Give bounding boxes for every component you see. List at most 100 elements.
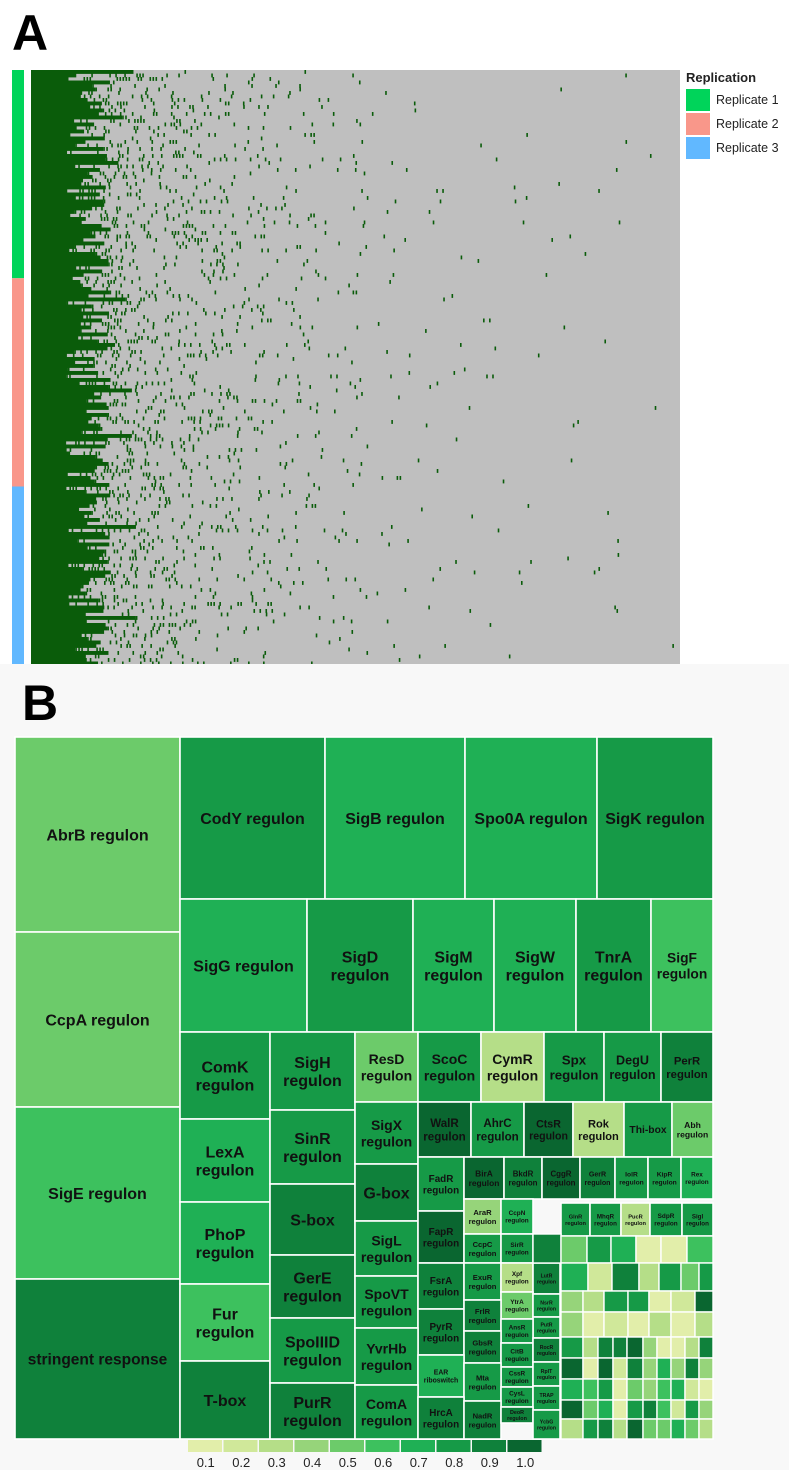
heatmap-present-cell: [146, 87, 148, 92]
heatmap-present-cell: [157, 381, 160, 386]
heatmap-present-cell: [121, 266, 123, 270]
heatmap-present-cell: [216, 525, 219, 529]
heatmap-present-cell: [263, 224, 266, 228]
treemap-cell: [500, 1291, 534, 1320]
heatmap-present-cell: [196, 154, 199, 158]
heatmap-present-cell: [178, 357, 181, 361]
heatmap-present-cell: [175, 402, 178, 407]
heatmap-present-cell: [363, 171, 366, 176]
heatmap-present-cell: [352, 483, 354, 487]
legend-item: Replicate 2: [686, 112, 786, 136]
heatmap-present-cell: [149, 437, 152, 442]
heatmap-present-cell: [336, 353, 339, 358]
heatmap-present-cell: [103, 381, 106, 386]
treemap-label: GlnR regulon: [565, 1214, 586, 1227]
heatmap-present-cell: [113, 549, 116, 554]
heatmap-present-cell: [195, 185, 198, 190]
treemap-label: AnsR regulon: [505, 1325, 529, 1339]
heatmap-present-cell: [311, 661, 313, 666]
heatmap-present-cell: [94, 126, 97, 130]
heatmap-present-cell: [299, 315, 301, 319]
heatmap-present-cell: [259, 609, 262, 613]
heatmap-present-cell: [243, 343, 246, 347]
heatmap-present-cell: [593, 570, 596, 575]
color-scale-swatch: [294, 1440, 329, 1452]
heatmap-present-cell: [159, 185, 162, 190]
heatmap-present-cell: [111, 262, 113, 267]
heatmap-present-cell: [126, 623, 129, 627]
heatmap-present-cell: [558, 182, 560, 186]
heatmap-present-cell: [113, 175, 116, 179]
heatmap-present-cell: [263, 588, 266, 592]
heatmap-present-cell: [119, 87, 121, 92]
heatmap-present-run: [31, 378, 111, 382]
heatmap-present-cell: [120, 584, 123, 589]
heatmap-present-run: [31, 290, 110, 295]
heatmap-present-cell: [261, 525, 264, 529]
heatmap-present-cell: [354, 577, 357, 582]
heatmap-present-cell: [263, 234, 266, 239]
heatmap-present-cell: [93, 231, 96, 235]
heatmap-present-run: [31, 444, 106, 449]
treemap-label: Xpf regulon: [505, 1271, 529, 1285]
heatmap-present-cell: [102, 647, 104, 652]
heatmap-present-cell: [460, 255, 463, 260]
heatmap-present-cell: [338, 241, 340, 246]
heatmap-present-cell: [107, 280, 109, 284]
heatmap-present-cell: [324, 276, 327, 281]
heatmap-present-cell: [436, 381, 439, 386]
heatmap-present-cell: [161, 346, 164, 351]
heatmap-present-cell: [209, 112, 212, 116]
color-scale-swatch: [330, 1440, 364, 1452]
heatmap-present-cell: [156, 616, 159, 620]
heatmap-present-cell: [154, 567, 157, 571]
heatmap-present-run: [31, 497, 97, 501]
heatmap-present-cell: [190, 416, 193, 421]
heatmap-present-cell: [115, 416, 118, 421]
heatmap-present-cell: [255, 602, 257, 606]
heatmap-present-cell: [220, 199, 223, 204]
heatmap-present-cell: [95, 329, 97, 333]
heatmap-present-cell: [144, 556, 146, 561]
heatmap-present-cell: [175, 150, 177, 155]
heatmap-present-cell: [285, 441, 287, 445]
heatmap-present-cell: [234, 157, 237, 162]
heatmap-present-cell: [176, 241, 178, 246]
treemap-label: SigD regulon: [331, 949, 390, 984]
heatmap-present-cell: [144, 462, 147, 466]
heatmap-present-cell: [381, 532, 383, 536]
heatmap-present-cell: [164, 332, 167, 337]
heatmap-present-cell: [265, 609, 268, 613]
legend-label: Replicate 2: [716, 117, 779, 131]
heatmap-present-cell: [183, 448, 186, 452]
heatmap-present-cell: [283, 409, 285, 414]
heatmap-present-cell: [215, 528, 218, 533]
heatmap-present-cell: [525, 196, 528, 200]
heatmap-present-cell: [163, 381, 166, 386]
heatmap-present-cell: [131, 112, 134, 116]
heatmap-present-cell: [110, 332, 113, 337]
treemap-label: Mta regulon: [469, 1373, 497, 1391]
heatmap-present-cell: [178, 294, 181, 298]
heatmap-present-cell: [173, 563, 176, 568]
heatmap-present-run: [31, 409, 86, 414]
heatmap-present-cell: [223, 266, 225, 270]
heatmap-present-cell: [86, 546, 88, 550]
heatmap-present-cell: [189, 105, 191, 109]
heatmap-present-cell: [255, 360, 257, 365]
heatmap-present-cell: [616, 609, 619, 613]
treemap-small-cell: [626, 1357, 644, 1380]
heatmap-present-cell: [75, 602, 77, 606]
heatmap-present-cell: [131, 549, 134, 554]
heatmap-present-cell: [140, 77, 143, 81]
heatmap-present-cell: [183, 364, 185, 368]
heatmap-present-cell: [263, 553, 266, 557]
heatmap-present-cell: [172, 294, 175, 298]
heatmap-present-cell: [165, 497, 167, 501]
heatmap-present-cell: [102, 476, 105, 480]
heatmap-present-cell: [145, 381, 148, 386]
heatmap-present-cell: [74, 563, 77, 568]
heatmap-present-cell: [130, 213, 132, 218]
color-scale-tick: 0.7: [410, 1455, 428, 1470]
